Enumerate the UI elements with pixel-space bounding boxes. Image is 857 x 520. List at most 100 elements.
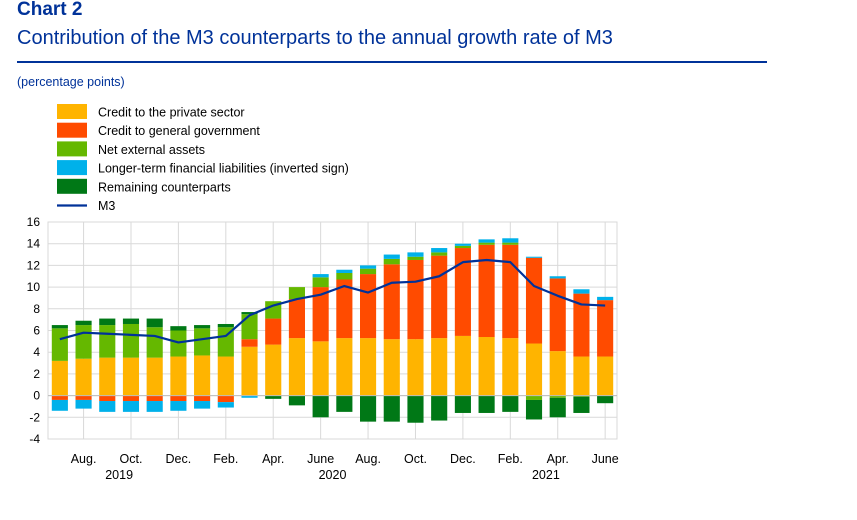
bar-credit-private	[288, 338, 305, 396]
bar-net-external	[122, 323, 140, 358]
bar-credit-government	[360, 274, 377, 339]
bar-net-external	[549, 395, 566, 398]
bar-credit-government	[431, 255, 448, 339]
bar-credit-private	[597, 356, 614, 396]
bar-remaining	[360, 395, 377, 422]
title-divider	[17, 61, 767, 63]
bar-remaining	[194, 325, 211, 329]
bar-credit-government	[597, 300, 614, 357]
bar-credit-government	[265, 318, 282, 345]
bar-credit-private	[312, 341, 329, 396]
legend: Credit to the private sector Credit to ge…	[57, 104, 349, 213]
legend-swatch-credit-private	[57, 104, 87, 119]
bar-net-external	[573, 395, 590, 397]
bar-credit-private	[431, 338, 448, 396]
bar-credit-government	[502, 244, 519, 339]
bar-net-external	[478, 242, 495, 245]
bar-remaining	[312, 395, 329, 418]
bar-longer-term	[502, 238, 519, 243]
bar-remaining	[383, 395, 400, 422]
bar-credit-government	[288, 299, 305, 339]
bar-longer-term	[360, 265, 377, 269]
legend-label: M3	[98, 199, 115, 213]
bar-credit-private	[478, 337, 495, 396]
legend-label: Longer-term financial liabilities (inver…	[98, 162, 349, 176]
bar-net-external	[75, 325, 92, 359]
bar-longer-term	[217, 402, 234, 408]
bar-net-external	[454, 245, 471, 249]
bar-net-external	[99, 325, 116, 358]
legend-swatch-net-external	[57, 141, 87, 157]
bar-credit-government	[407, 259, 424, 340]
bar-credit-private	[217, 356, 234, 396]
bar-credit-government	[525, 257, 543, 344]
bar-remaining	[217, 323, 234, 328]
x-year-label: 2021	[532, 468, 560, 482]
bar-longer-term	[194, 401, 211, 409]
bar-credit-private	[360, 338, 377, 396]
y-tick-label: 8	[33, 302, 40, 316]
chart-title: Contribution of the M3 counterparts to t…	[17, 27, 613, 49]
bar-credit-private	[525, 343, 543, 396]
x-tick-label: Aug.	[355, 452, 381, 466]
bar-longer-term	[122, 401, 140, 412]
bar-net-external	[502, 242, 519, 245]
bar-remaining	[99, 318, 116, 326]
bar-credit-private	[122, 357, 140, 396]
bar-remaining	[170, 326, 187, 331]
bar-remaining	[146, 318, 163, 328]
chart-number: Chart 2	[17, 0, 83, 20]
legend-label: Credit to the private sector	[98, 106, 245, 120]
bar-credit-government	[383, 264, 400, 340]
bar-credit-government	[312, 287, 329, 342]
bar-net-external	[336, 272, 353, 280]
bar-longer-term	[431, 248, 448, 253]
bar-credit-government	[75, 395, 92, 400]
bar-remaining	[265, 395, 282, 399]
bar-credit-private	[194, 355, 211, 396]
bar-credit-private	[241, 346, 258, 396]
bar-net-external	[217, 327, 234, 357]
bar-credit-private	[549, 351, 566, 396]
bar-net-external	[407, 256, 424, 260]
bar-net-external	[194, 328, 211, 356]
bar-credit-private	[454, 335, 471, 396]
bar-net-external	[288, 287, 305, 300]
bar-net-external	[146, 327, 163, 358]
bar-net-external	[241, 314, 258, 340]
y-tick-label: -4	[29, 432, 40, 446]
bar-remaining	[336, 395, 353, 412]
bar-net-external	[383, 258, 400, 265]
bar-remaining	[122, 318, 140, 324]
bar-remaining	[597, 395, 614, 404]
bar-remaining	[431, 395, 448, 421]
bar-credit-private	[573, 356, 590, 396]
bar-credit-private	[170, 356, 187, 396]
bar-remaining	[454, 395, 471, 413]
bar-longer-term	[525, 256, 543, 258]
legend-swatch-longer-term	[57, 160, 87, 176]
x-tick-label: Oct.	[404, 452, 427, 466]
x-year-label: 2020	[319, 468, 347, 482]
legend-label: Net external assets	[98, 143, 205, 157]
bar-net-external	[431, 252, 448, 256]
y-tick-label: -2	[29, 410, 40, 424]
x-tick-label: Apr.	[547, 452, 569, 466]
bar-credit-private	[407, 339, 424, 396]
unit-note: (percentage points)	[17, 75, 125, 89]
y-tick-label: 16	[27, 215, 41, 229]
x-year-label: 2019	[105, 468, 133, 482]
bar-longer-term	[241, 395, 258, 398]
bar-credit-government	[51, 395, 68, 400]
bar-longer-term	[573, 289, 590, 294]
bar-credit-government	[194, 395, 211, 402]
bar-longer-term	[170, 401, 187, 411]
m3-line	[59, 258, 606, 344]
x-tick-label: Apr.	[262, 452, 284, 466]
bar-remaining	[573, 396, 590, 413]
bar-credit-government	[478, 244, 495, 338]
legend-label: Credit to general government	[98, 124, 260, 138]
bar-remaining	[549, 397, 566, 418]
bar-longer-term	[51, 399, 68, 411]
x-tick-label: Oct.	[120, 452, 143, 466]
